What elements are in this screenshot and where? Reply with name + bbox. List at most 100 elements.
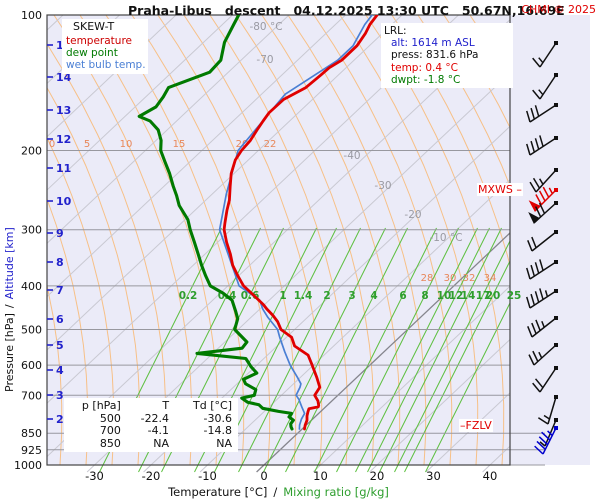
legend-wet-bulb: wet bulb temp.	[66, 59, 146, 71]
isotherm-line	[47, 19, 510, 458]
mixing-ratio-line	[379, 227, 502, 473]
adiabat-line	[339, 15, 479, 466]
barb-full	[535, 319, 541, 331]
barb-full	[535, 206, 542, 218]
barb-full	[530, 293, 536, 306]
lrl-dewpoint: dwpt: -1.8 °C	[391, 73, 461, 86]
pressure-tick-label: 300	[21, 224, 42, 237]
isotherm-line	[143, 125, 510, 473]
altitude-tick-label: 3	[56, 389, 64, 402]
barb-full	[528, 354, 535, 366]
barb-half	[547, 430, 553, 436]
barb-tip-dot	[554, 201, 558, 205]
wind-barb	[527, 316, 558, 338]
barb-half	[539, 178, 544, 185]
temperature-tick-label: -30	[85, 469, 104, 483]
adiabat-line	[261, 15, 401, 466]
chart-title: Praha-Libus descent 04.12.2025 13:30 UTC 50…	[128, 3, 565, 18]
mixing-ratio-label: 12	[449, 290, 464, 302]
barb-half	[538, 57, 544, 64]
barb-staff	[535, 169, 557, 193]
isotherm-label: -80 °C	[249, 21, 282, 33]
barb-staff	[529, 261, 557, 280]
table-cell: -14.8	[203, 424, 232, 437]
barb-tip-dot	[554, 73, 558, 77]
barb-half	[538, 89, 544, 96]
legend-temperature: temperature	[66, 35, 132, 47]
barb-tip-dot	[554, 395, 558, 399]
barb-tip-dot	[554, 103, 558, 107]
mixing-ratio-label: 0.6	[241, 290, 260, 302]
isotherm-label: -20	[404, 209, 421, 221]
barb-full	[539, 259, 544, 271]
barb-staff	[533, 344, 557, 366]
barb-full	[532, 57, 541, 68]
isotherm-label: -40	[343, 150, 360, 162]
legend-dew-point: dew point	[66, 47, 118, 59]
pressure-tick-label: 100	[21, 9, 42, 22]
lrl-pressure: press: 831.6 hPa	[391, 49, 479, 62]
pressure-tick-label: 600	[21, 359, 42, 372]
mixing-ratio-label: 17	[476, 290, 491, 302]
table-header-cell: Td [°C]	[193, 399, 232, 412]
mixing-ratio-line	[425, 301, 510, 473]
altitude-tick-label: 4	[56, 364, 64, 377]
adiabat-line	[79, 15, 219, 466]
barb-full	[527, 240, 533, 252]
freezing-level-label: –FZLV	[459, 419, 493, 432]
barb-tip-dot	[554, 230, 558, 234]
barb-staff	[529, 137, 557, 156]
mixing-ratio-line	[285, 227, 408, 473]
isotherm-line	[47, 15, 403, 351]
mixing-ratio-label: 14	[461, 290, 476, 302]
barb-full	[531, 236, 537, 249]
barb-half	[539, 441, 546, 447]
barb-full	[534, 445, 544, 455]
barb-full	[532, 89, 541, 100]
barb-full	[537, 417, 549, 425]
adiabat-line	[131, 15, 271, 466]
pressure-tick-labels: 100 200 300 400 500 600 700 850 925 1000	[14, 9, 42, 472]
adiabat-line	[209, 15, 349, 466]
pressure-tick-label: 850	[21, 427, 42, 440]
table-row: 500 -22.4 -30.6	[64, 411, 238, 426]
table-header-cell: p [hPa]	[81, 399, 121, 412]
temperature-tick-label: 0	[260, 469, 267, 483]
table-cell: NA	[153, 436, 170, 450]
barb-full	[538, 190, 546, 202]
altitude-tick-label: 11	[56, 162, 71, 175]
barb-full	[534, 378, 544, 389]
barb-full	[529, 181, 537, 193]
barb-staff	[531, 231, 557, 252]
isotherm-line	[369, 338, 510, 473]
adiabat-line	[313, 15, 453, 466]
altitude-tick-label: 13	[56, 104, 71, 117]
temperature-curve-path	[222, 15, 379, 431]
temperature-tick-label: 10	[313, 469, 328, 483]
adiabat-line	[183, 15, 323, 466]
barb-tip-dot	[554, 168, 558, 172]
table-cell: -22.4	[140, 411, 170, 425]
altitude-tick-label: 14	[56, 71, 72, 84]
adiabat-label: 34	[484, 273, 497, 284]
station-coords: 50.67N,16.69E	[461, 3, 565, 18]
x-axis-temperature-title: Temperature [°C]	[168, 485, 268, 499]
barb-full	[526, 143, 531, 156]
barb-full	[526, 110, 531, 123]
barb-tip-dot	[554, 418, 558, 422]
barb-staff	[539, 74, 557, 100]
temperature-tick-labels: -30 -20 -10 0 10 20 30 40	[85, 469, 497, 483]
wind-barb	[529, 168, 558, 193]
isotherm-label: -70	[256, 54, 273, 66]
surface-wind-barb	[534, 426, 558, 455]
credit-label: CHMI © 2025	[521, 3, 596, 16]
wind-barb	[537, 395, 558, 425]
table-row: 700 -4.1 -14.8	[64, 424, 238, 438]
mixing-ratio-label: 25	[507, 290, 522, 302]
adiabat-line	[157, 15, 297, 466]
adiabat-line	[287, 15, 427, 466]
barb-tip-dot	[554, 426, 558, 430]
isotherm-label: -10 °C	[429, 232, 462, 244]
